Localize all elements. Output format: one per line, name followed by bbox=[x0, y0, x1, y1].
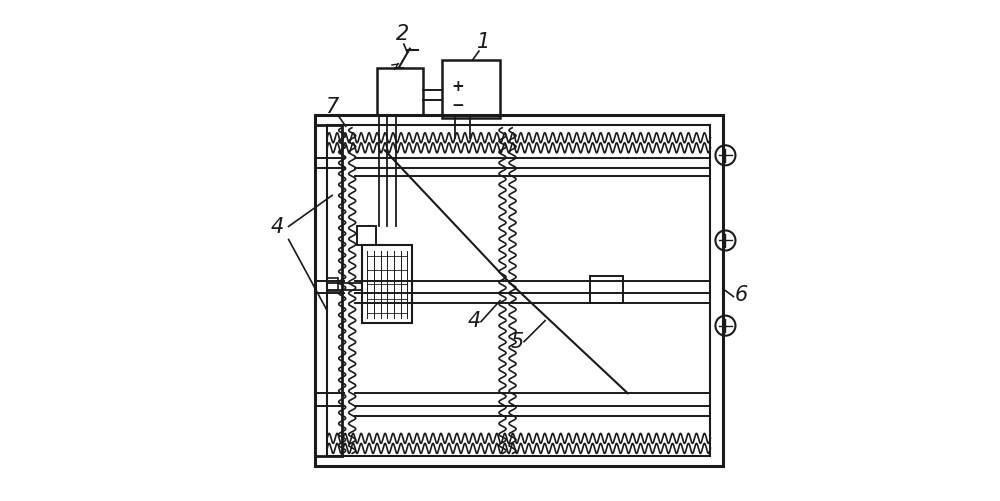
Text: 7: 7 bbox=[326, 97, 339, 117]
Bar bbox=[362, 245, 412, 323]
Bar bbox=[357, 226, 376, 245]
Text: +: + bbox=[451, 79, 464, 94]
Bar bbox=[442, 60, 500, 118]
Text: −: − bbox=[451, 98, 464, 113]
Text: 5: 5 bbox=[511, 332, 524, 352]
Text: 4: 4 bbox=[467, 311, 481, 331]
Bar bbox=[590, 276, 623, 303]
Bar bbox=[327, 278, 338, 291]
Text: 2: 2 bbox=[396, 24, 409, 44]
Text: 6: 6 bbox=[734, 285, 748, 305]
Bar bbox=[377, 68, 423, 115]
Bar bbox=[327, 125, 710, 456]
Bar bbox=[315, 125, 342, 456]
Text: 1: 1 bbox=[477, 32, 491, 52]
Bar bbox=[315, 115, 723, 466]
Text: 4: 4 bbox=[270, 217, 284, 237]
